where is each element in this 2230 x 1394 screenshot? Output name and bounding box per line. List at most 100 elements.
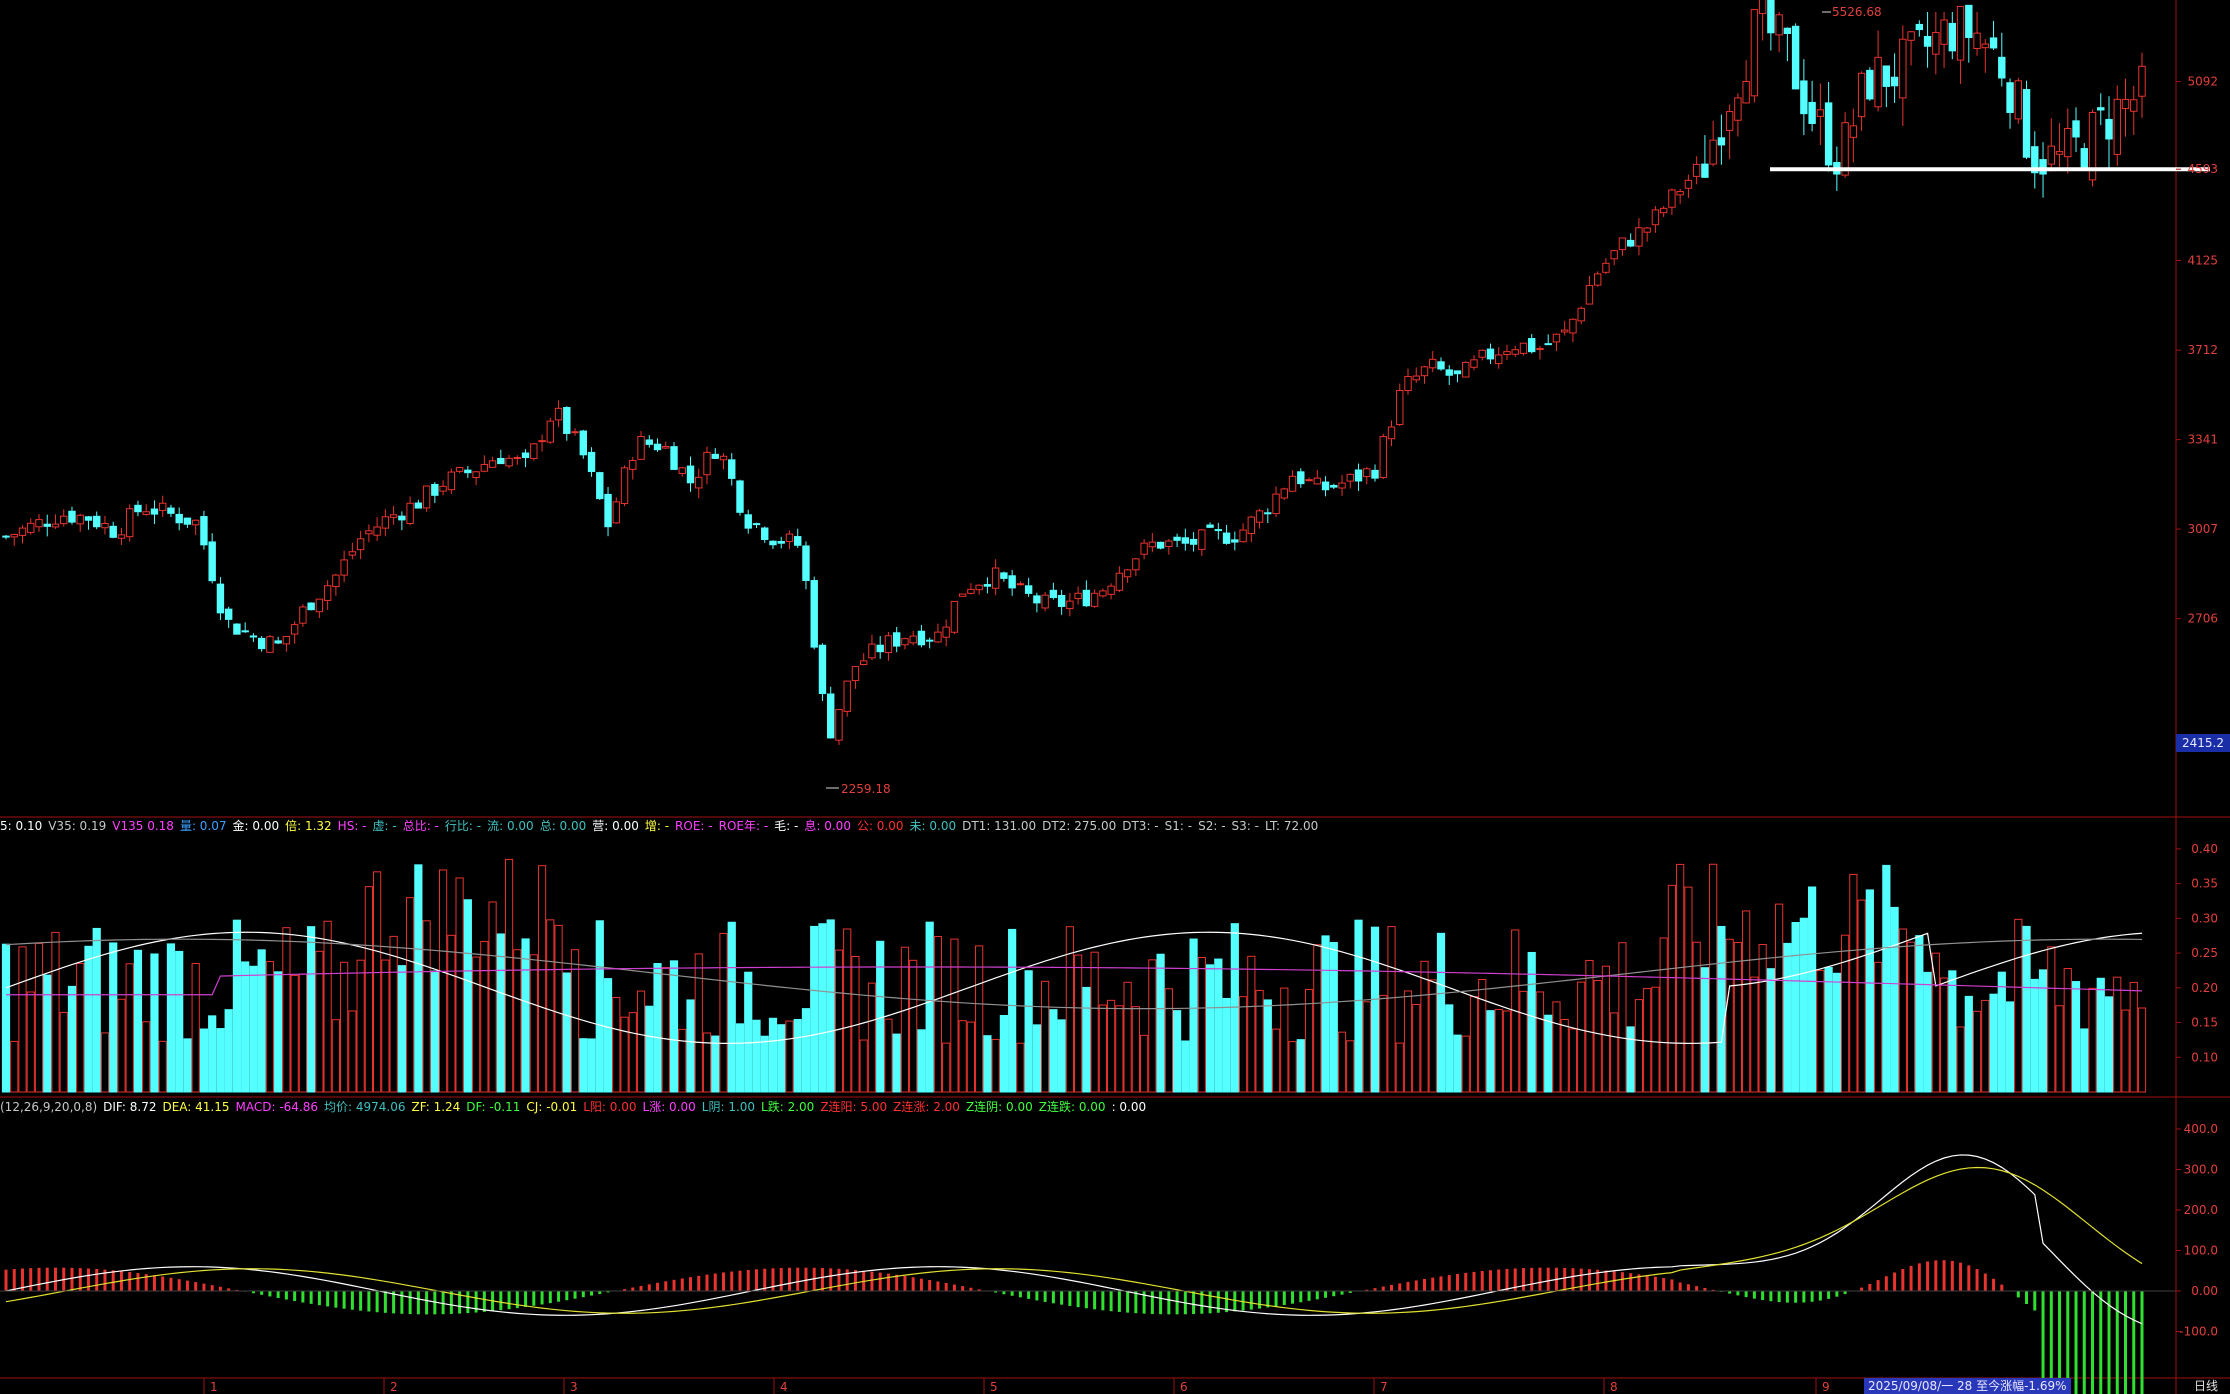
volume-bar xyxy=(2121,1009,2130,1093)
volume-bar xyxy=(76,962,85,1093)
candle-body xyxy=(802,545,810,581)
volume-bar xyxy=(274,971,283,1093)
volume-bar xyxy=(719,932,728,1093)
macd-readout-8: L阳: 0.00 xyxy=(583,1100,637,1114)
candle-body xyxy=(2088,111,2097,181)
candle-body xyxy=(2,535,10,538)
volume-bar xyxy=(678,1028,687,1093)
vol-readout-9: 行比: - xyxy=(444,819,482,833)
candle-body xyxy=(2105,118,2113,140)
candle-body xyxy=(307,602,315,611)
candle-body xyxy=(884,635,893,654)
period-tab-daily[interactable]: 日线 xyxy=(2193,1379,2218,1393)
volume-bar xyxy=(92,927,101,1093)
volume-bar xyxy=(1783,942,1792,1093)
candle-body xyxy=(538,440,546,443)
volume-bar xyxy=(1288,1041,1297,1093)
volume-bar xyxy=(323,920,332,1093)
candle-body xyxy=(1618,237,1627,251)
candle-body xyxy=(126,508,134,538)
volume-bar xyxy=(1923,971,1932,1093)
volume-bar xyxy=(1412,1003,1421,1093)
candle-body xyxy=(1354,469,1363,482)
y-axis-label: 4125 xyxy=(2187,254,2218,268)
volume-bar xyxy=(183,1038,192,1093)
volume-bar xyxy=(340,961,349,1093)
candle-body xyxy=(1874,56,1882,108)
candle-body xyxy=(1742,80,1750,104)
volume-bar xyxy=(1049,1009,1058,1093)
candle-body xyxy=(1239,529,1247,543)
volume-bar xyxy=(1750,976,1759,1093)
candle-body xyxy=(1610,250,1618,260)
volume-bar xyxy=(1478,978,1487,1093)
volume-bar xyxy=(570,949,580,1093)
volume-bar xyxy=(1997,971,2006,1093)
vol-y-axis-label: 0.35 xyxy=(2191,877,2218,891)
volume-bar xyxy=(356,959,365,1093)
volume-bar xyxy=(2022,925,2031,1093)
volume-bar xyxy=(760,1035,769,1093)
candle-body xyxy=(1321,481,1330,491)
volume-bar xyxy=(1107,999,1116,1093)
candle-body xyxy=(233,623,241,635)
candle-body xyxy=(1115,572,1124,591)
candle-body xyxy=(282,636,291,645)
volume-bar xyxy=(1337,1031,1347,1093)
candle-body xyxy=(356,538,365,551)
volume-bar xyxy=(1824,966,1833,1093)
volume-bar xyxy=(158,1040,167,1093)
candle-body xyxy=(439,485,447,492)
volume-bar xyxy=(669,960,679,1093)
volume-bar xyxy=(529,954,538,1093)
volume-bar xyxy=(1544,1014,1553,1093)
volume-bar xyxy=(307,926,316,1093)
macd-readout-12: Z连阳: 5.00 xyxy=(820,1100,888,1114)
candle-body xyxy=(761,527,769,540)
volume-bar xyxy=(917,1029,926,1093)
vol-readout-11: 总: 0.00 xyxy=(539,819,587,833)
candle-body xyxy=(612,501,620,524)
candle-body xyxy=(2121,98,2130,110)
volume-bar xyxy=(1832,972,1841,1093)
vol-readout-1: V35: 0.19 xyxy=(48,819,107,833)
volume-bar xyxy=(1230,923,1239,1093)
candle-body xyxy=(2072,120,2080,138)
volume-bar xyxy=(1255,989,1264,1093)
candle-body xyxy=(1486,348,1495,360)
vol-y-axis-label: 0.40 xyxy=(2191,842,2218,856)
candle-body xyxy=(1181,537,1190,544)
candle-body xyxy=(1297,471,1305,485)
candle-body xyxy=(678,467,686,475)
volume-ma-short xyxy=(5,931,2143,1044)
macd-y-axis-label: 300.0 xyxy=(2184,1163,2218,1177)
candle-body xyxy=(1140,542,1148,555)
volume-bar xyxy=(909,959,918,1093)
volume-bar xyxy=(653,963,662,1093)
candle-body xyxy=(1998,56,2006,79)
candle-body xyxy=(1841,122,1849,176)
vol-readout-24: S2: - xyxy=(1198,819,1226,833)
volume-bar xyxy=(1552,1001,1561,1093)
candle-body xyxy=(1676,191,1684,196)
volume-bar xyxy=(620,1016,629,1093)
candle-body xyxy=(1453,370,1462,375)
candle-body xyxy=(109,525,117,538)
candle-body xyxy=(373,526,381,536)
x-axis-label: 2 xyxy=(390,1380,398,1394)
candle-body xyxy=(381,516,390,529)
volume-bar xyxy=(1890,906,1899,1093)
candle-body xyxy=(257,637,266,650)
volume-bar xyxy=(2088,987,2097,1093)
candle-body xyxy=(1593,273,1602,286)
volume-bar xyxy=(958,1020,967,1093)
volume-bar xyxy=(1379,994,1388,1093)
vol-readout-20: DT1: 131.00 xyxy=(962,819,1037,833)
vol-readout-7: 虚: - xyxy=(372,819,397,833)
volume-bar xyxy=(1568,1028,1578,1093)
vol-readout-17: 息: 0.00 xyxy=(804,819,851,833)
candle-body xyxy=(1643,227,1651,233)
candle-body xyxy=(670,446,678,470)
volume-bar xyxy=(587,1038,596,1093)
